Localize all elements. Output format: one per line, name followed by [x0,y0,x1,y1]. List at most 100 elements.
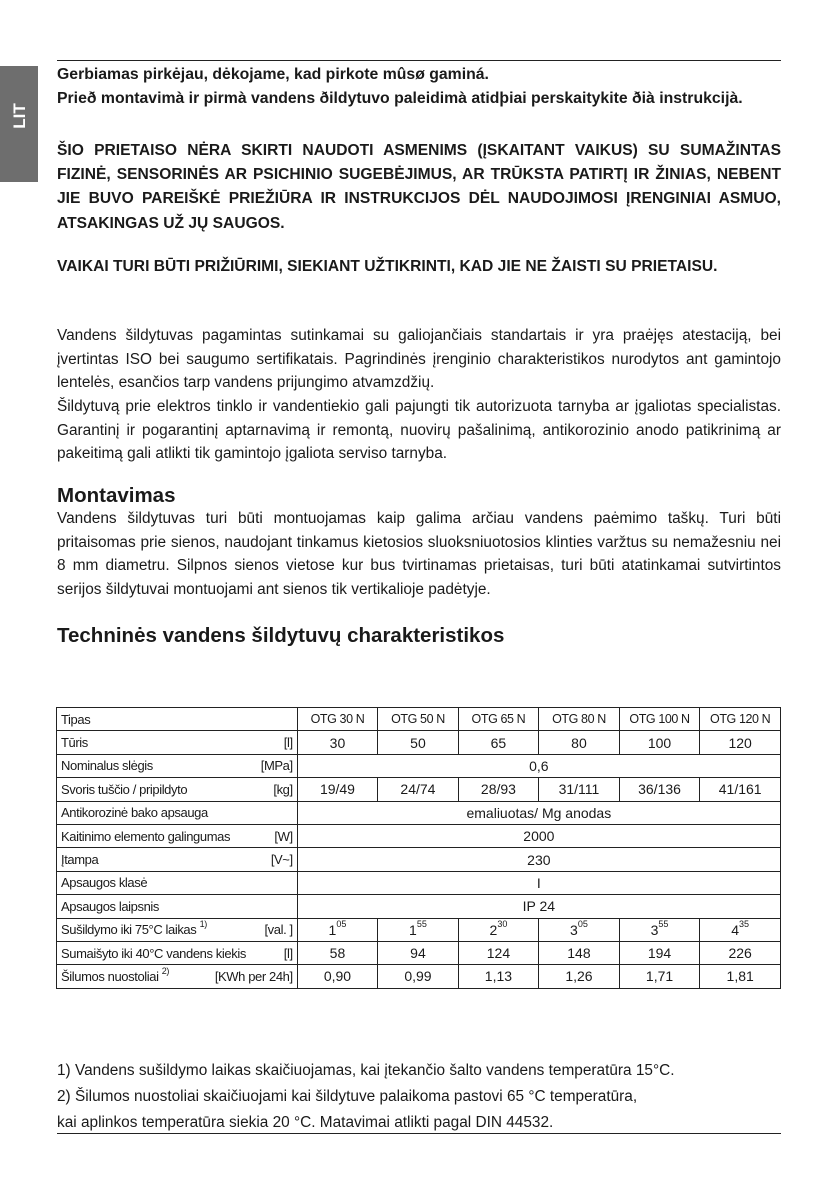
table-cell: 305 [538,917,620,942]
minutes: 55 [658,918,669,929]
hours: 2 [489,921,498,938]
montavimas-text: Vandens šildytuvas turi būti montuojamas… [57,510,781,598]
model-header: OTG 65 N [457,706,540,732]
spec-table: Tipas OTG 30 N OTG 50 N OTG 65 N OTG 80 N OTG… [56,706,782,989]
table-cell: 65 [457,730,540,755]
minutes: 35 [739,918,750,929]
hours: 4 [731,921,740,938]
table-row: Apsaugos laipsnis IP 24 [56,894,782,919]
table-row: Svoris tuščio / pripildyto [kg] 19/49 24/74… [56,777,781,802]
row-unit: [MPa] [260,758,293,774]
footnote-ref: 2) [161,965,170,976]
table-cell: 355 [618,917,701,942]
model-header: OTG 100 N [618,706,701,732]
row-label-text: Sumaišyto iki 40°C vandens kiekis [61,945,246,961]
row-label: Svoris tuščio / pripildyto [kg] [56,777,298,802]
table-row: Sumaišyto iki 40°C vandens kiekis [l] 58 94… [56,940,781,966]
row-unit: [kg] [273,781,293,797]
row-label-text: Sušildymo iki 75°C laikas [61,922,197,938]
table-cell: 1,26 [538,964,620,989]
row-label: Apsaugos laipsnis [56,894,298,919]
hours: 3 [570,921,578,938]
language-tab-label: LIT [10,103,29,129]
hours: 1 [328,921,337,938]
intro: Gerbiamas pirkėjau, dėkojame, kad pirkot… [57,63,781,110]
model-header: OTG 80 N [538,706,620,732]
row-label: Sumaišyto iki 40°C vandens kiekis [l] [56,940,298,966]
merged-value: emaliuotas/ Mg anodas [296,800,782,825]
footnotes: 1) Vandens sušildymo laikas skaičiuojama… [57,1058,797,1136]
service-paragraph: Šildytuvą prie elektros tinklo ir vanden… [57,398,781,463]
hours: 1 [409,921,417,938]
model-header: OTG 30 N [296,706,379,732]
model-header: OTG 50 N [377,706,459,732]
table-cell: 58 [296,940,379,966]
table-cell: 31/111 [538,777,620,802]
table-cell: 28/93 [457,777,540,802]
minutes: 30 [497,918,508,929]
table-row: Apsaugos klasė I [56,870,782,896]
row-label-text: Antikorozinė bako apsauga [61,805,208,821]
row-label: Nominalus slėgis [MPa] [56,753,298,779]
table-cell: 1,71 [618,964,701,989]
row-label-text: Tūris [61,735,88,751]
table-cell: 100 [618,730,701,755]
children-warning: VAIKAI TURI BŪTI PRIŽIŪRIMI, SIEKIANT UŽ… [57,258,718,275]
table-cell: 41/161 [699,777,781,802]
table-cell: 194 [618,940,701,966]
footnote-2: 2) Šilumos nuostoliai skaičiuojami kai š… [57,1088,638,1105]
table-row: Šilumos nuostoliai 2) [KWh per 24h] 0,90 0,… [56,964,781,989]
minutes: 05 [577,918,588,929]
merged-value: 2000 [296,823,782,849]
table-cell: 1,13 [457,964,540,989]
top-rule [57,60,781,61]
table-cell: 24/74 [377,777,459,802]
table-row: Įtampa [V~] 230 [56,847,782,872]
certification-paragraph: Vandens šildytuvas pagamintas sutinkamai… [57,327,781,392]
table-cell: 0,99 [377,964,459,989]
table-cell: 36/136 [618,777,701,802]
merged-value: IP 24 [296,894,782,919]
table-cell: 226 [699,940,781,966]
table-cell: 19/49 [296,777,379,802]
row-label: Antikorozinė bako apsauga [56,800,298,825]
read-instructions: Prieð montavimà ir pirmà vandens ðildytu… [57,89,743,107]
row-label-text: Apsaugos laipsnis [61,898,159,914]
footnote-1: 1) Vandens sušildymo laikas skaičiuojama… [57,1062,675,1079]
greeting: Gerbiamas pirkėjau, dėkojame, kad pirkot… [57,66,489,83]
row-label-text: Apsaugos klasė [61,875,148,891]
language-tab: LIT [0,66,38,182]
model-header: OTG 120 N [699,706,781,732]
row-label-text: Svoris tuščio / pripildyto [61,781,188,797]
table-cell: 1,81 [699,964,781,989]
row-unit: [V~] [270,852,293,868]
table-row: Nominalus slėgis [MPa] 0,6 [56,753,782,779]
table-cell: 80 [538,730,620,755]
row-unit: [l] [283,945,293,961]
table-cell: 435 [699,917,781,942]
table-cell: 94 [377,940,459,966]
row-label-text: Nominalus slėgis [61,758,153,774]
row-label-text: Šilumos nuostoliai [61,968,159,984]
minutes: 55 [416,918,427,929]
row-label: Sušildymo iki 75°C laikas 1) [val. ] [56,917,298,942]
safety-warning: ŠIO PRIETAISO NĖRA SKIRTI NAUDOTI ASMENI… [57,142,781,232]
table-cell: 0,90 [296,964,379,989]
table-row: Kaitinimo elemento galingumas [W] 2000 [56,823,782,849]
row-unit: [l] [283,735,293,751]
footnote-ref: 1) [199,919,208,930]
table-cell: 155 [377,917,459,942]
table-cell: 124 [457,940,540,966]
row-label-text: Kaitinimo elemento galingumas [61,828,231,844]
table-header-row: Tipas OTG 30 N OTG 50 N OTG 65 N OTG 80 N OTG… [56,706,781,732]
table-row: Antikorozinė bako apsauga emaliuotas/ Mg … [56,800,782,825]
row-unit: [W] [274,828,293,844]
table-cell: 50 [377,730,459,755]
section-heading-tech: Techninės vandens šildytuvų charakterist… [57,624,505,647]
row-unit: [KWh per 24h] [214,968,293,984]
bottom-rule [57,1133,781,1134]
merged-value: 230 [296,847,782,872]
minutes: 05 [336,918,347,929]
table-row: Sušildymo iki 75°C laikas 1) [val. ] 105 15… [56,917,781,942]
merged-value: 0,6 [296,753,782,779]
